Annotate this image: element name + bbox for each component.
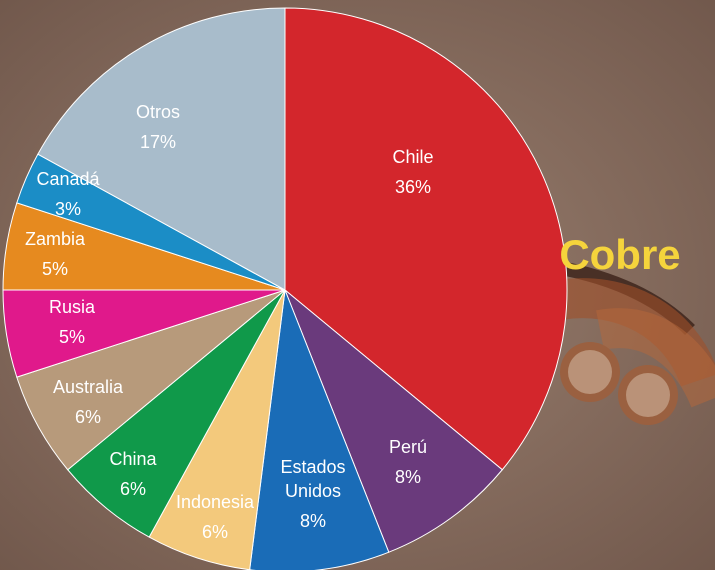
- slice-value-label: 8%: [300, 511, 326, 531]
- pie-slice: [284, 7, 568, 471]
- slice-label: Zambia: [25, 229, 86, 249]
- pie-slice: [37, 7, 286, 291]
- cable-illustration: [494, 255, 715, 425]
- slice-label: Estados Unidos: [280, 457, 345, 501]
- slice-value-label: 6%: [75, 407, 101, 427]
- slice-value-label: 6%: [120, 479, 146, 499]
- slice-value-label: 3%: [55, 199, 81, 219]
- slice-label: Perú: [389, 437, 427, 457]
- slice-value-label: 5%: [59, 327, 85, 347]
- slice-value-label: 36%: [395, 177, 431, 197]
- slice-label: Australia: [53, 377, 124, 397]
- slice-label: Otros: [136, 102, 180, 122]
- slice-label: Rusia: [49, 297, 96, 317]
- chart-title: Cobre: [559, 231, 680, 278]
- slice-value-label: 8%: [395, 467, 421, 487]
- slice-label: Indonesia: [176, 492, 255, 512]
- slice-label: Canadá: [36, 169, 100, 189]
- pie-slice: [284, 289, 503, 553]
- slice-label: Chile: [392, 147, 433, 167]
- slice-label: China: [109, 449, 157, 469]
- slice-value-label: 17%: [140, 132, 176, 152]
- slice-value-label: 6%: [202, 522, 228, 542]
- slice-value-label: 5%: [42, 259, 68, 279]
